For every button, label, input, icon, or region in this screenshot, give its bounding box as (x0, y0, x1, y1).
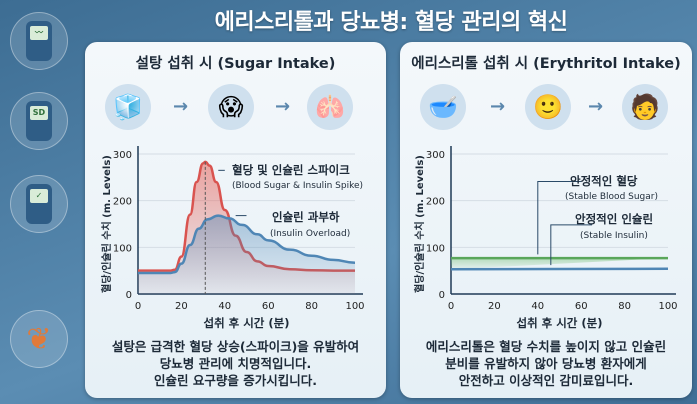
erythritol-panel-heading: 에리스리톨 섭취 시 (Erythritol Intake) (411, 56, 681, 72)
series-area (451, 258, 668, 270)
x-tick-label: 20 (175, 301, 188, 312)
sd-glucose-meter-icon: SD (10, 92, 68, 150)
happy-person-icon: 🙂 (525, 84, 571, 130)
y-tick-label: 200 (113, 197, 132, 208)
y-tick-label: 100 (426, 243, 445, 254)
x-tick-label: 20 (488, 301, 501, 312)
y-tick-label: 300 (426, 150, 445, 161)
x-tick-label: 100 (345, 301, 364, 312)
x-tick-label: 0 (448, 301, 454, 312)
sugar-panel-heading: 설탕 섭취 시 (Sugar Intake) (135, 56, 336, 72)
glucose-meter-stable-icon: ✓ (10, 175, 68, 233)
y-tick-label: 0 (126, 290, 132, 301)
arrow-icon: → (588, 96, 604, 117)
caption-line: 인슐린 요구량을 증가시킵니다. (154, 373, 317, 388)
x-tick-label: 0 (135, 301, 141, 312)
meter-label: SD (30, 106, 48, 120)
annotation-subtitle: (Stable Blood Sugar) (565, 192, 658, 202)
annotation-arrow (550, 224, 593, 266)
y-tick-label: 100 (113, 243, 132, 254)
inflamed-pancreas-icon: 🫁 (307, 84, 353, 130)
x-tick-label: 100 (658, 301, 677, 312)
caption-line: 안전하고 이상적인 감미료입니다. (458, 373, 634, 388)
sweetener-bowl-icon: 🥣 (420, 84, 466, 130)
x-tick-label: 60 (262, 301, 275, 312)
x-tick-label: 40 (531, 301, 544, 312)
annotation-subtitle: (Stable Insulin) (580, 231, 648, 241)
caption-line: 분비를 유발하지 않아 당뇨병 환자에게 (445, 356, 647, 371)
x-tick-label: 40 (218, 301, 231, 312)
annotation-title: 안정적인 인슐린 (575, 212, 653, 226)
annotation-subtitle: (Insulin Overload) (270, 229, 350, 239)
arrow-icon: → (173, 96, 189, 117)
arrow-icon: → (275, 96, 291, 117)
x-tick-label: 80 (618, 301, 631, 312)
y-axis-label: 혈당/인슐린 수치 (m. Levels) (100, 155, 113, 293)
x-tick-label: 60 (575, 301, 588, 312)
caption-line: 당뇨병 관리에 치명적입니다. (159, 356, 312, 371)
annotation-title: 안정적인 혈당 (570, 174, 638, 188)
insulin-line (138, 214, 356, 275)
y-tick-label: 200 (426, 197, 445, 208)
x-axis-label: 섭취 후 시간 (분) (203, 316, 289, 330)
y-axis-label: 혈당/인슐린 수치 (m. Levels) (413, 155, 426, 293)
y-tick-label: 300 (113, 150, 132, 161)
annotation-title: 혈당 및 인슐린 스파이크 (232, 163, 350, 177)
annotation-arrow (537, 181, 582, 255)
arrow-icon: → (490, 96, 506, 117)
caption-line: 에리스리톨은 혈당 수치를 높이지 않고 인슐린 (425, 339, 667, 354)
person-with-meter-icon: 🧑 (622, 84, 668, 130)
pancreas-icon: ❦ (10, 310, 68, 368)
caption-line: 설탕은 급격한 혈당 상승(스파이크)을 유발하여 (111, 339, 360, 354)
y-tick-label: 0 (439, 290, 445, 301)
annotation-title: 인슐린 과부하 (272, 210, 340, 224)
sugar-cubes-icon: 🧊 (105, 84, 151, 130)
erythritol-intake-panel: 에리스리톨 섭취 시 (Erythritol Intake) 🥣 → 🙂 → 🧑… (400, 42, 692, 398)
series-area (138, 215, 355, 294)
annotation-subtitle: (Blood Sugar & Insulin Spike) (232, 181, 363, 191)
stressed-person-icon: 😱 (208, 84, 254, 130)
x-tick-label: 80 (305, 301, 318, 312)
page-title: 에리스리톨과 당뇨병: 혈당 관리의 혁신 (214, 10, 568, 35)
x-axis-label: 섭취 후 시간 (분) (516, 316, 602, 330)
glucose-meter-icon: 〰 (10, 12, 68, 70)
